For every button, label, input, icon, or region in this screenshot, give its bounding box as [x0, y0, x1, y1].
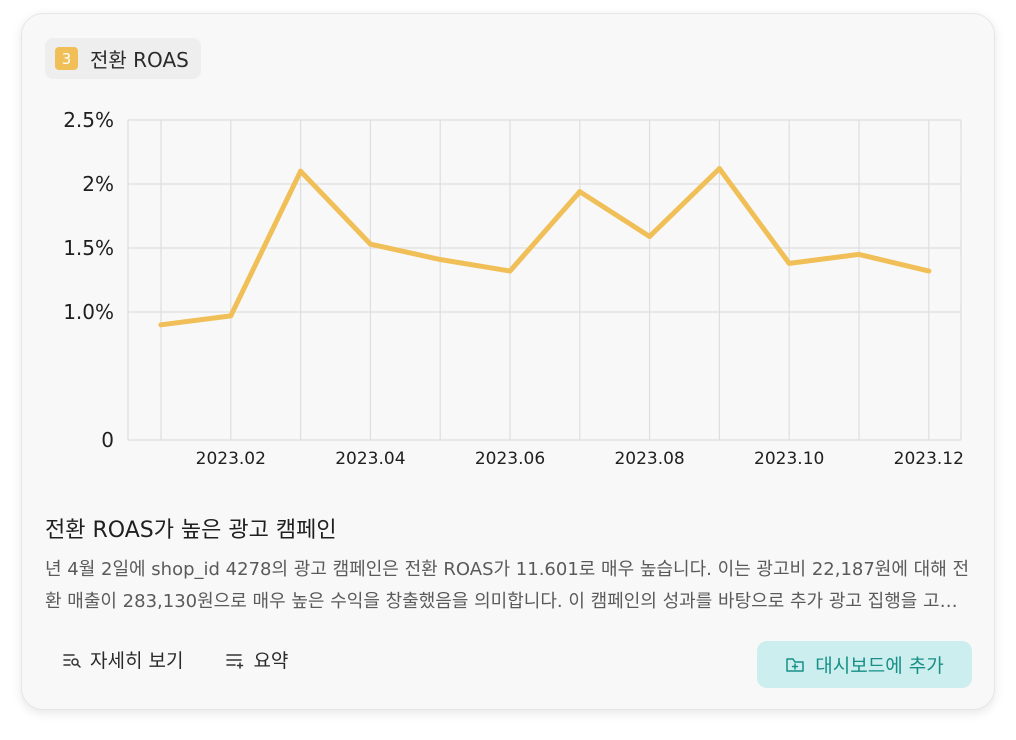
series-line [158, 166, 932, 328]
x-tick-label: 2023.02 [196, 449, 266, 469]
metric-badge: 3 전환 ROAS [45, 38, 201, 79]
x-tick-label: 2023.12 [894, 449, 964, 469]
summary-button[interactable]: 요약 [225, 646, 288, 673]
roas-line-chart: 0 1.0% 1.5% 2% 2.5% 2023.02 2023.04 2023.06 2023… [63, 108, 964, 469]
x-tick-label: 2023.04 [335, 449, 405, 469]
data-point [577, 189, 583, 195]
x-tick-label: 2023.10 [754, 449, 824, 469]
data-point [298, 168, 304, 174]
card-actions: 자세히 보기 요약 [62, 646, 288, 673]
data-point [437, 257, 443, 263]
data-point [647, 233, 653, 239]
data-point [367, 241, 373, 247]
insight-description: 년 4월 2일에 shop_id 4278의 광고 캠페인은 전환 ROAS가 … [45, 559, 970, 612]
y-tick-label: 1.0% [63, 300, 114, 324]
folder-plus-icon [786, 657, 805, 672]
data-point [926, 268, 932, 274]
y-tick-label: 0 [101, 428, 114, 452]
add-to-dashboard-label: 대시보드에 추가 [815, 655, 944, 677]
y-tick-label: 1.5% [63, 236, 114, 260]
y-tick-label: 2% [82, 172, 114, 196]
list-search-icon [63, 653, 81, 668]
badge-number: 3 [55, 47, 78, 70]
add-to-dashboard-button[interactable]: 대시보드에 추가 [757, 641, 972, 688]
data-point [228, 313, 234, 319]
summary-label: 요약 [253, 650, 289, 672]
details-button[interactable]: 자세히 보기 [62, 646, 183, 673]
data-point [716, 166, 722, 172]
x-tick-label: 2023.08 [614, 449, 684, 469]
insight-headline: 전환 ROAS가 높은 광고 캠페인 [45, 518, 337, 543]
details-label: 자세히 보기 [90, 650, 184, 672]
x-tick-label: 2023.06 [475, 449, 545, 469]
badge-label: 전환 ROAS [90, 48, 189, 72]
data-point [856, 251, 862, 257]
insight-card: 3 전환 ROAS 0 1.0% 1.5% 2% 2.5% 2023.02 2023.04 2… [21, 13, 995, 710]
data-point [786, 260, 792, 266]
data-point [158, 322, 164, 328]
list-sparkle-icon [226, 653, 244, 669]
data-point [507, 268, 513, 274]
y-tick-label: 2.5% [63, 108, 114, 132]
